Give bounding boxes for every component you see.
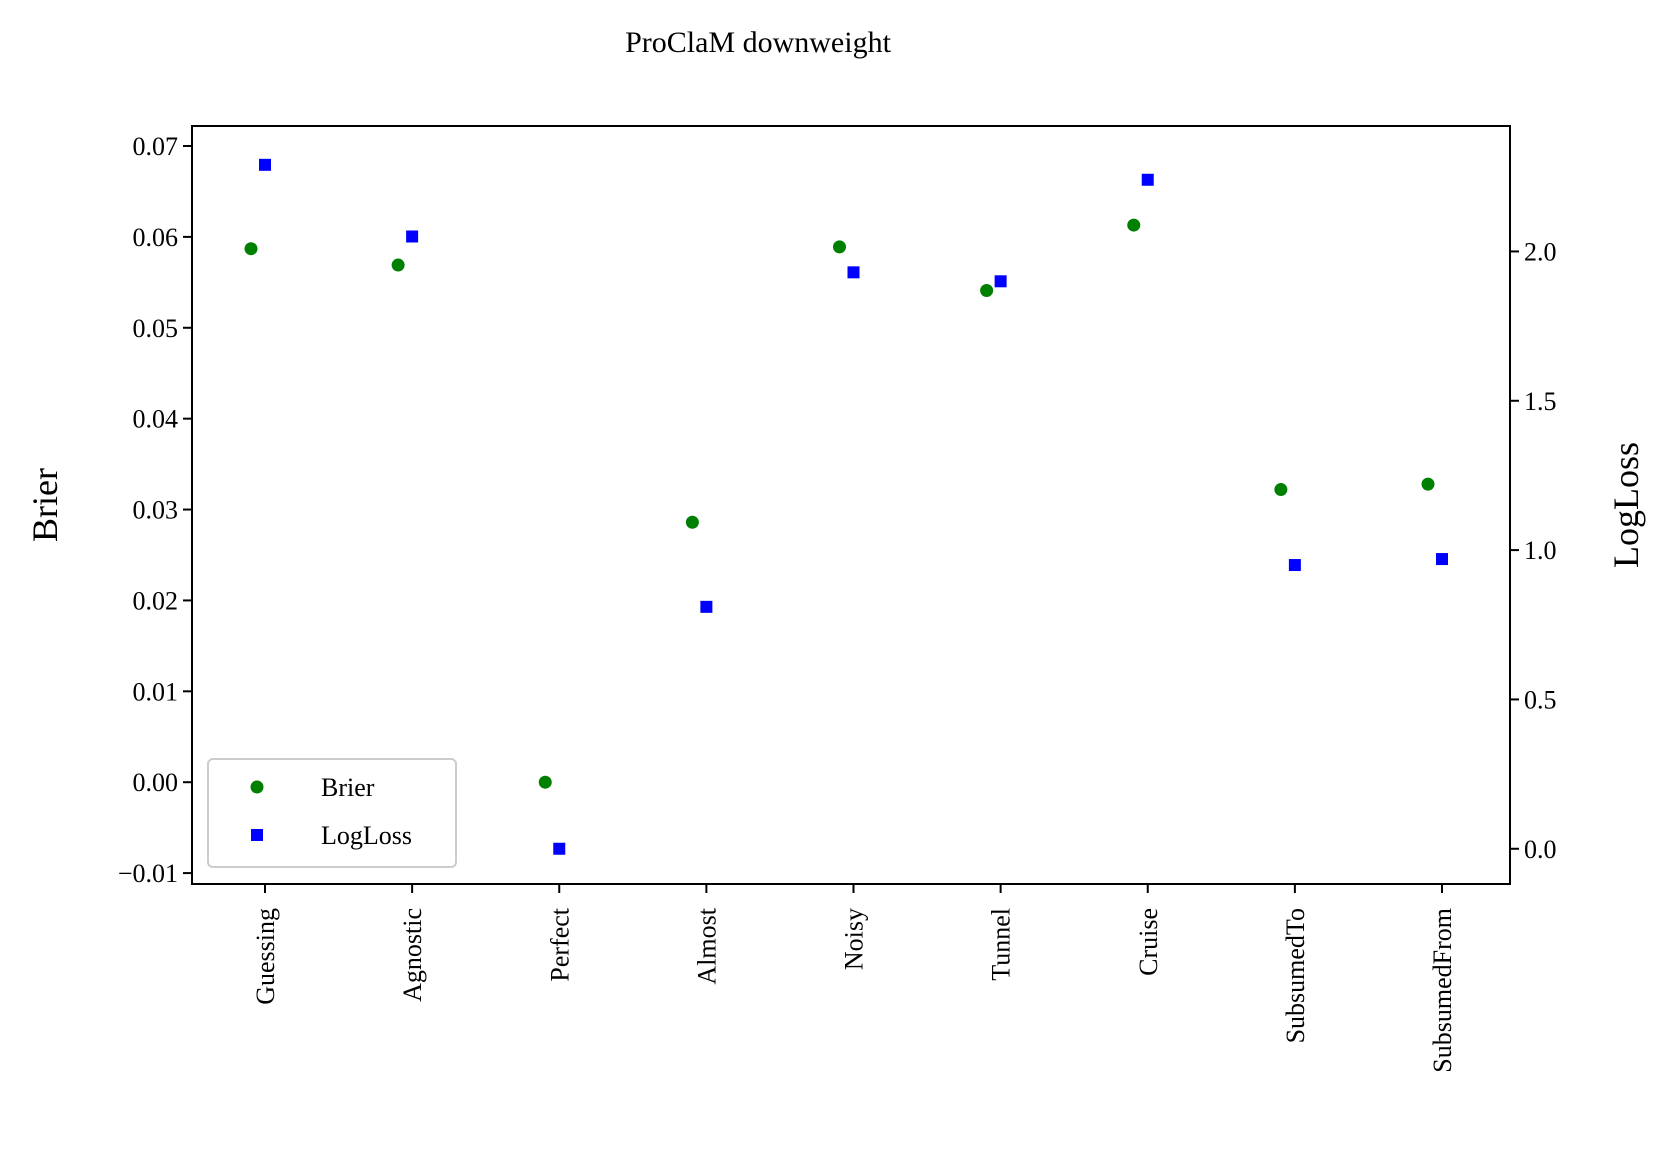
x-tick-label: Guessing — [251, 908, 280, 1005]
left-tick-label: −0.01 — [118, 859, 178, 888]
brier-point — [685, 515, 699, 529]
logloss-point — [994, 275, 1007, 288]
brier-point — [538, 775, 552, 789]
legend: Brier LogLoss — [207, 758, 457, 868]
x-tick-label: Almost — [692, 907, 721, 984]
x-tick-label: Tunnel — [987, 908, 1016, 981]
right-tick-label: 0.5 — [1524, 685, 1557, 714]
left-tick-label: 0.07 — [133, 132, 179, 161]
x-axis: Guessing Agnostic Perfect Almost Noisy Tunnel… — [251, 884, 1457, 1073]
chart-title: ProClaM downweight — [625, 26, 891, 59]
legend-marker-logloss — [251, 829, 263, 841]
x-tick-label: SubsumedTo — [1281, 908, 1310, 1043]
brier-point — [1421, 477, 1435, 491]
brier-point — [1274, 483, 1288, 497]
legend-box — [207, 758, 457, 868]
brier-point — [1127, 218, 1141, 232]
left-y-axis: −0.01 0.00 0.01 0.02 0.03 0.04 0.05 0.06 0.07 — [118, 132, 192, 888]
x-tick-label: Noisy — [840, 908, 869, 970]
right-axis-title: LogLoss — [1606, 442, 1646, 568]
plot-area — [191, 125, 1511, 885]
brier-point — [391, 258, 405, 272]
logloss-point — [1436, 553, 1448, 566]
brier-point — [980, 284, 994, 298]
x-tick-label: Cruise — [1134, 908, 1163, 976]
brier-point — [244, 242, 258, 256]
right-tick-label: 1.5 — [1524, 387, 1557, 416]
right-tick-label: 0.0 — [1524, 835, 1557, 864]
logloss-point — [1141, 173, 1154, 186]
legend-marker-brier — [250, 780, 264, 794]
left-tick-label: 0.03 — [133, 496, 179, 525]
left-tick-label: 0.01 — [133, 677, 179, 706]
logloss-point — [1288, 559, 1301, 572]
left-tick-label: 0.02 — [133, 586, 179, 615]
logloss-point — [259, 158, 271, 171]
right-y-axis: 0.0 0.5 1.0 1.5 2.0 — [1510, 237, 1557, 864]
left-tick-label: 0.05 — [133, 314, 179, 343]
legend-label-logloss: LogLoss — [321, 821, 412, 850]
left-tick-label: 0.06 — [133, 223, 179, 252]
brier-point — [833, 240, 846, 254]
data-points — [244, 158, 1448, 855]
legend-label-brier: Brier — [321, 773, 375, 802]
logloss-point — [700, 600, 713, 613]
left-tick-label: 0.04 — [133, 405, 179, 434]
left-tick-label: 0.00 — [133, 768, 179, 797]
right-tick-label: 1.0 — [1524, 536, 1557, 565]
logloss-point — [553, 842, 566, 855]
x-tick-label: SubsumedFrom — [1428, 908, 1457, 1073]
x-tick-label: Agnostic — [398, 908, 427, 1002]
logloss-point — [406, 230, 419, 243]
x-tick-label: Perfect — [545, 907, 574, 981]
left-axis-title: Brier — [25, 468, 65, 542]
right-tick-label: 2.0 — [1524, 237, 1557, 266]
logloss-point — [847, 266, 860, 279]
